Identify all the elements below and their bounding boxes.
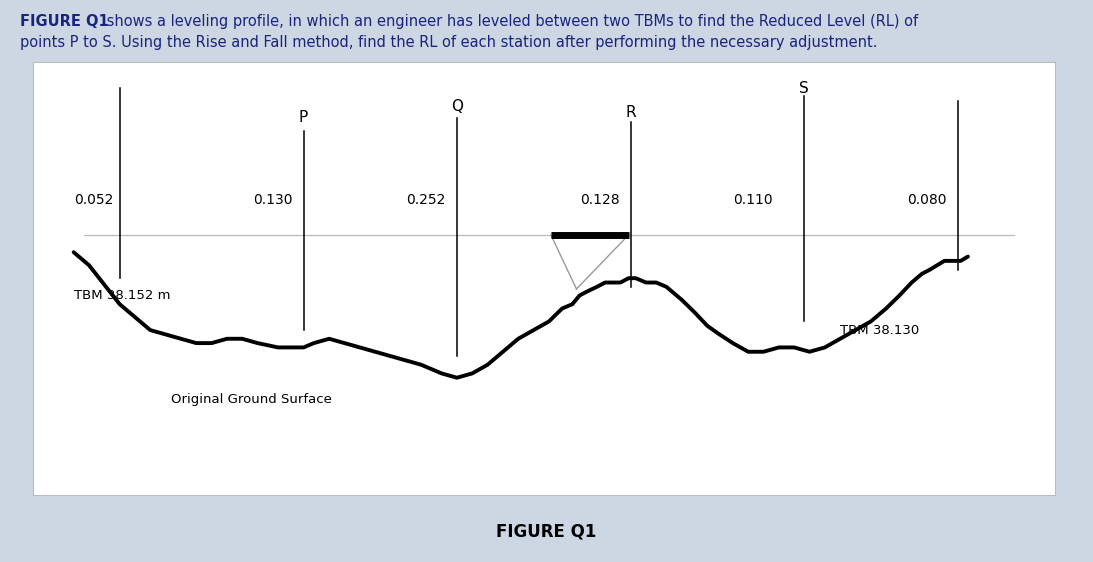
Text: Q: Q [451, 99, 463, 114]
Text: 0.052: 0.052 [74, 193, 114, 207]
Text: S: S [799, 81, 809, 97]
Text: 0.080: 0.080 [907, 193, 947, 207]
Text: R: R [625, 105, 636, 120]
Text: FIGURE Q1: FIGURE Q1 [496, 522, 597, 540]
Text: Original Ground Surface: Original Ground Surface [171, 393, 331, 406]
Text: FIGURE Q1: FIGURE Q1 [20, 14, 108, 29]
Text: shows a leveling profile, in which an engineer has leveled between two TBMs to f: shows a leveling profile, in which an en… [102, 14, 918, 29]
Text: 0.128: 0.128 [580, 193, 620, 207]
Text: 0.110: 0.110 [733, 193, 773, 207]
Text: 0.252: 0.252 [407, 193, 446, 207]
Text: P: P [299, 110, 308, 125]
Text: TBM 38.152 m: TBM 38.152 m [73, 289, 171, 302]
Text: 0.130: 0.130 [254, 193, 293, 207]
Text: points P to S. Using the Rise and Fall method, find the RL of each station after: points P to S. Using the Rise and Fall m… [20, 35, 878, 50]
Text: TBM 38.130: TBM 38.130 [841, 324, 919, 337]
